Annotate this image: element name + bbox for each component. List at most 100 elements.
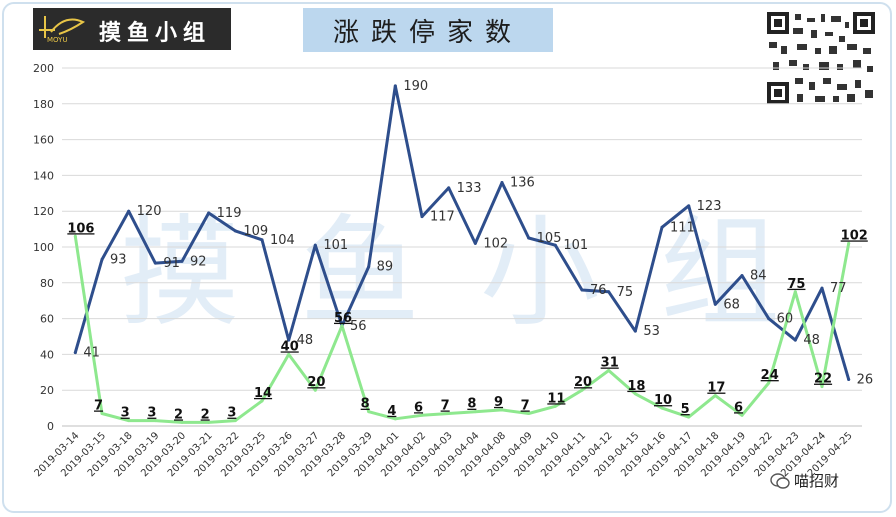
data-label-limit-down: 11 [547, 391, 565, 406]
data-point [393, 84, 397, 88]
data-point [580, 288, 584, 292]
data-label-limit-up: 136 [510, 176, 535, 191]
data-label-limit-up: 68 [723, 297, 740, 312]
data-label-limit-up: 76 [590, 283, 607, 298]
data-point [447, 411, 451, 415]
data-label-limit-down: 24 [761, 368, 779, 383]
data-point [100, 258, 104, 262]
data-label-limit-up: 111 [670, 220, 695, 235]
data-point [633, 392, 637, 396]
data-point [100, 411, 104, 415]
data-point [847, 377, 851, 381]
data-label-limit-up: 133 [457, 181, 482, 196]
chart-title-box: 涨跌停家数 [303, 8, 553, 52]
data-point [313, 243, 317, 247]
data-point [447, 186, 451, 190]
data-label-limit-up: 53 [643, 324, 660, 339]
data-point [500, 408, 504, 412]
data-label-limit-down: 7 [441, 398, 450, 413]
data-label-limit-down: 7 [521, 398, 530, 413]
data-label-limit-down: 3 [227, 406, 236, 421]
brand-logo: MOYU 摸鱼小组 [33, 8, 231, 50]
author-credit: 喵招财 [770, 470, 839, 491]
data-point [180, 420, 184, 424]
data-point [73, 234, 77, 238]
y-tick-label: 20 [40, 384, 54, 397]
data-label-limit-down: 8 [361, 397, 370, 412]
data-point [233, 419, 237, 423]
data-label-limit-up: 101 [323, 238, 348, 253]
data-point [767, 317, 771, 321]
data-point [73, 351, 77, 355]
logo-text: 摸鱼小组 [99, 21, 212, 46]
data-point [287, 338, 291, 342]
data-point [393, 417, 397, 421]
data-label-limit-up: 75 [617, 285, 634, 300]
data-point [820, 286, 824, 290]
data-point [713, 394, 717, 398]
data-point [367, 265, 371, 269]
y-tick-label: 80 [40, 277, 54, 290]
data-label-limit-down: 5 [681, 402, 690, 417]
data-point [287, 352, 291, 356]
data-label-limit-up: 109 [243, 224, 268, 239]
data-point [260, 399, 264, 403]
data-label-limit-up: 93 [110, 253, 127, 268]
data-label-limit-up: 84 [750, 269, 767, 284]
data-point [607, 369, 611, 373]
data-point [740, 413, 744, 417]
data-label-limit-down: 22 [814, 372, 832, 387]
data-point [367, 410, 371, 414]
data-label-limit-down: 6 [414, 400, 423, 415]
data-label-limit-up: 56 [350, 319, 367, 334]
data-point [527, 236, 531, 240]
data-point [260, 238, 264, 242]
data-label-limit-down: 20 [307, 375, 325, 390]
data-label-limit-up: 105 [537, 231, 562, 246]
author-name: 喵招财 [794, 472, 840, 490]
y-tick-label: 200 [33, 62, 54, 75]
data-label-limit-up: 92 [190, 254, 207, 269]
y-tick-label: 180 [33, 98, 54, 111]
chart-title: 涨跌停家数 [332, 17, 523, 48]
series-line-limit-down [73, 234, 851, 424]
data-label-limit-down: 6 [734, 400, 743, 415]
fish-logo-icon [39, 16, 86, 38]
data-label-limit-down: 18 [627, 379, 645, 394]
data-label-limit-up: 41 [83, 346, 100, 361]
data-point [793, 290, 797, 294]
data-point [473, 410, 477, 414]
data-label-limit-up: 119 [217, 206, 242, 221]
data-label-limit-up: 89 [377, 260, 394, 275]
data-label-limit-up: 190 [403, 79, 428, 94]
data-label-limit-down: 2 [201, 407, 210, 422]
data-point [633, 329, 637, 333]
data-point [500, 181, 504, 185]
qr-code-icon [767, 12, 875, 104]
data-label-limit-up: 120 [137, 204, 162, 219]
data-label-limit-down: 7 [94, 398, 103, 413]
data-label-limit-down: 40 [281, 339, 299, 354]
data-point [527, 411, 531, 415]
data-label-limit-down: 102 [841, 228, 868, 243]
data-label-limit-down: 3 [147, 406, 156, 421]
data-label-limit-up: 123 [697, 199, 722, 214]
data-label-limit-down: 9 [494, 395, 503, 410]
logo-subtitle: MOYU [47, 36, 68, 44]
data-point [820, 385, 824, 389]
data-label-limit-up: 101 [563, 238, 588, 253]
data-label-limit-down: 4 [387, 404, 396, 419]
data-label-limit-up: 60 [777, 312, 794, 327]
y-tick-label: 160 [33, 134, 54, 147]
data-point [207, 211, 211, 215]
y-tick-label: 140 [33, 169, 54, 182]
data-point [153, 261, 157, 265]
data-point [713, 302, 717, 306]
data-point [767, 381, 771, 385]
y-tick-label: 60 [40, 313, 54, 326]
data-label-limit-down: 8 [467, 397, 476, 412]
data-label-limit-up: 104 [270, 233, 295, 248]
data-point [660, 225, 664, 229]
